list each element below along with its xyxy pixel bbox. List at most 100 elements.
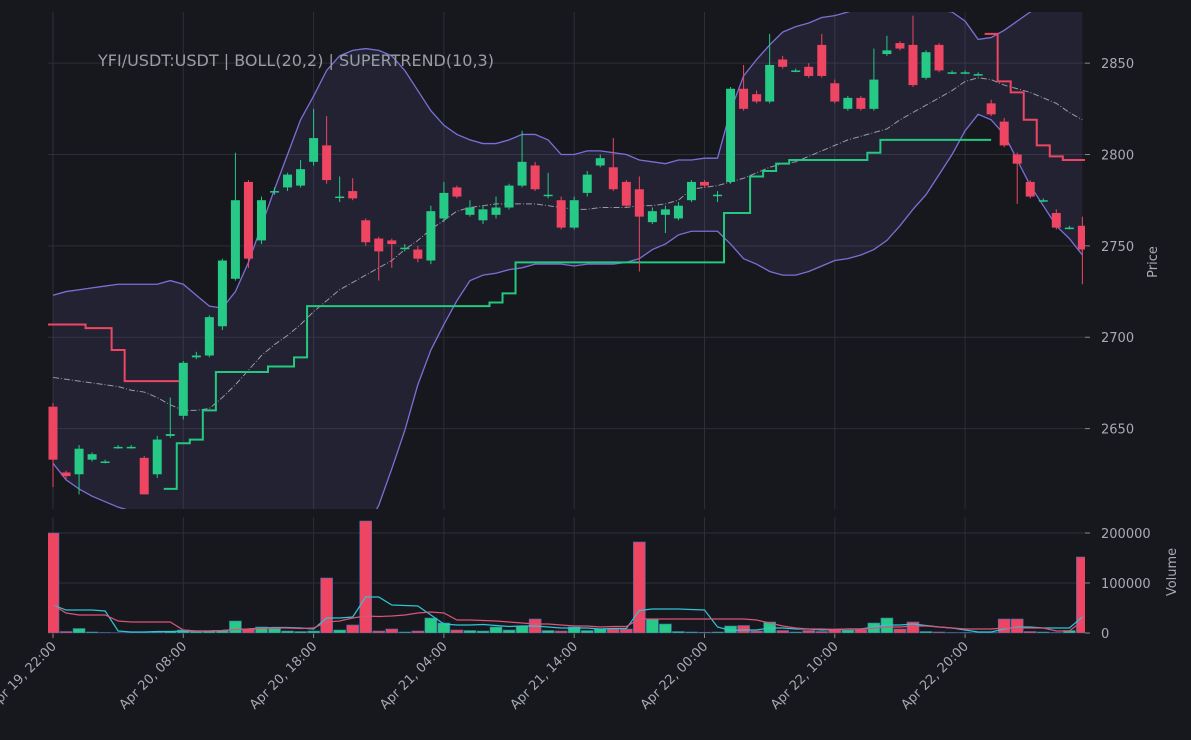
candle-body — [439, 192, 449, 219]
volume-bar — [48, 532, 60, 633]
volume-bar — [854, 629, 868, 633]
candle-body — [1038, 200, 1048, 202]
candle-body — [882, 50, 892, 55]
volume-bar — [841, 629, 855, 633]
bollinger-lower — [52, 113, 1083, 509]
candle-body — [465, 207, 475, 215]
candle-body — [1064, 227, 1074, 230]
volume-bar — [672, 631, 685, 633]
candle-body — [504, 185, 514, 208]
x-tick-label: Apr 22, 20:00 — [898, 639, 971, 712]
y-tick-label: 100000 — [1101, 577, 1151, 592]
volume-bar — [85, 631, 99, 633]
volume-bar — [72, 628, 86, 633]
volume-bar — [437, 622, 451, 633]
volume-bar — [150, 631, 164, 633]
candle-body — [895, 43, 905, 49]
candle-body — [986, 103, 996, 115]
volume-bar — [320, 577, 333, 633]
volume-bar — [476, 630, 490, 633]
x-tick-label: Apr 21, 04:00 — [377, 639, 450, 712]
x-tick-label: Apr 20, 18:00 — [247, 639, 320, 712]
volume-bar — [398, 631, 412, 633]
volume-bar — [685, 631, 698, 633]
candle-body — [309, 138, 319, 162]
price-plot — [48, 12, 1085, 509]
candle-body — [387, 240, 397, 245]
x-tick-label: Apr 21, 14:00 — [508, 639, 581, 712]
supertrend-down — [48, 32, 1085, 383]
volume-ma — [52, 604, 1083, 632]
candle-body — [165, 434, 175, 436]
candle-body — [374, 238, 384, 252]
candle-body — [817, 44, 827, 76]
candle-body — [556, 200, 566, 228]
candle-body — [191, 355, 201, 358]
candle-body — [921, 52, 931, 78]
volume-plot — [48, 520, 1085, 633]
candle-body — [869, 79, 879, 109]
volume-bar — [776, 630, 789, 633]
candle-body — [673, 205, 683, 219]
candle-body — [686, 181, 696, 201]
volume-bar — [1036, 631, 1050, 633]
candle-body — [491, 207, 501, 215]
candle-body — [74, 448, 84, 475]
candle-body — [830, 83, 840, 102]
candle-body — [621, 181, 631, 206]
y-tick-label: 2700 — [1101, 331, 1134, 346]
volume-bar — [333, 629, 346, 633]
candle-body — [113, 446, 123, 449]
candle-body — [413, 249, 423, 259]
volume-bar — [190, 631, 203, 633]
candle-body — [530, 165, 540, 190]
candle-body — [973, 74, 983, 76]
candle-body — [582, 174, 592, 193]
candle-body — [934, 44, 944, 71]
volume-bar — [1050, 632, 1063, 633]
volume-bar — [359, 520, 373, 633]
volume-bar — [554, 630, 568, 633]
volume-bar — [802, 630, 816, 633]
candle-body — [452, 187, 462, 197]
volume-bar — [489, 626, 503, 633]
volume-bar — [463, 630, 477, 633]
volume-bar — [698, 631, 711, 633]
candle-body — [178, 362, 188, 416]
candle-body — [48, 406, 58, 460]
volume-bar — [411, 630, 425, 633]
candle-body — [100, 461, 110, 463]
candle-body — [908, 44, 918, 86]
candle-body — [700, 181, 709, 186]
candle-body — [283, 174, 293, 188]
candle-body — [322, 145, 332, 181]
candle-body — [348, 191, 358, 199]
x-tick-label: Apr 19, 22:00 — [0, 639, 60, 712]
volume-bar — [1023, 631, 1037, 633]
candle-body — [713, 194, 723, 197]
y-tick-label: 2850 — [1101, 57, 1134, 72]
candle-body — [660, 209, 670, 215]
candle-body — [999, 121, 1009, 146]
candle-body — [87, 454, 97, 460]
candle-body — [217, 260, 227, 327]
candle-body — [947, 72, 957, 74]
candle-body — [843, 97, 853, 109]
volume-bar — [997, 618, 1011, 633]
candle-body — [426, 211, 436, 261]
y-tick-label: 0 — [1101, 627, 1109, 642]
volume-bar — [620, 628, 633, 633]
volume-bar — [268, 628, 281, 633]
bollinger-middle — [52, 77, 1083, 411]
y-tick-label: 2750 — [1101, 240, 1134, 255]
y-tick-label: 2650 — [1101, 423, 1134, 438]
candle-body — [608, 167, 618, 190]
supertrend-up — [163, 138, 992, 490]
volume-bar — [229, 620, 242, 633]
candle-body — [1012, 154, 1022, 164]
candle-body — [960, 72, 970, 74]
candle-body — [1077, 225, 1085, 250]
volume-bar — [424, 617, 438, 633]
